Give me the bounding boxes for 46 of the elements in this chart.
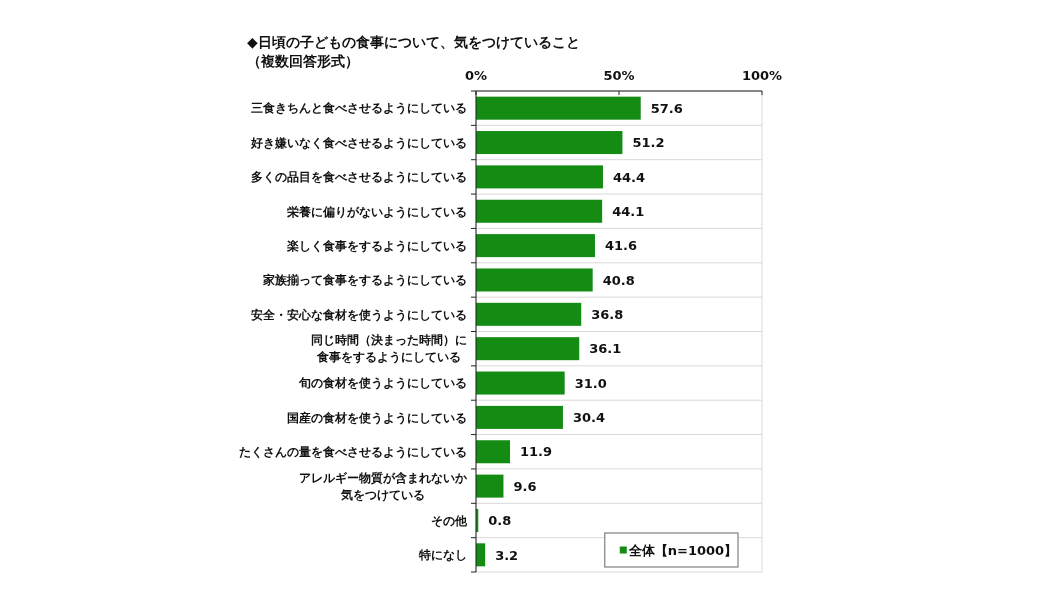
data-label: 51.2	[632, 135, 665, 151]
y-tick-label: 安全・安心な食材を使うようにしている	[251, 307, 467, 322]
data-label: 40.8	[602, 272, 635, 288]
data-label: 44.4	[612, 169, 646, 185]
y-tick-label: 楽しく食事をするようにしている	[286, 238, 467, 253]
y-tick-label: 三食きちんと食べさせるようにしている	[251, 101, 467, 116]
y-tick-label: 同じ時間（決まった時間）に食事をするようにしている	[311, 333, 467, 365]
data-label: 11.9	[520, 444, 553, 460]
y-tick-label: その他	[431, 513, 468, 528]
x-tick-label: 0%	[464, 68, 488, 83]
data-label: 36.1	[589, 341, 622, 357]
data-label: 31.0	[574, 375, 607, 391]
y-tick-label: アレルギー物質が含まれないか気をつけている	[299, 470, 468, 502]
bar	[476, 337, 580, 361]
data-label: 57.6	[650, 100, 683, 116]
y-tick-label: 特になし	[418, 548, 467, 563]
x-tick-label: 100%	[741, 68, 783, 83]
y-tick-label: 好き嫌いなく食べさせるようにしている	[250, 135, 467, 150]
data-label: 0.8	[488, 513, 512, 529]
y-tick-label: 国産の食材を使うようにしている	[287, 410, 467, 425]
data-label: 44.1	[612, 203, 645, 219]
data-label: 36.8	[591, 307, 624, 322]
bar	[476, 302, 582, 326]
data-label: 3.2	[495, 547, 519, 563]
x-tick-label: 50%	[603, 68, 635, 83]
data-label: 9.6	[513, 478, 537, 494]
data-label: 41.6	[604, 238, 638, 254]
y-tick-label: 旬の食材を使うようにしている	[298, 376, 467, 391]
text: （複数回答形式）	[247, 53, 359, 69]
bar	[476, 199, 603, 223]
y-tick-label: 家族揃って食事をするようにしている	[262, 273, 467, 288]
bar	[476, 234, 595, 258]
chart-title: ◆日頃の子どもの食事について、気をつけていること	[247, 34, 580, 50]
bar	[476, 440, 511, 464]
bar	[476, 96, 641, 120]
y-tick-label: 栄養に偏りがないようにしている	[287, 204, 467, 219]
bar	[476, 405, 563, 429]
bar	[476, 268, 593, 292]
y-tick-label: 多くの品目を食べさせるようにしている	[251, 170, 467, 185]
bar	[476, 474, 504, 498]
legend-label: 全体【n=1000】	[627, 542, 738, 558]
bar	[476, 371, 565, 395]
data-label: 30.4	[572, 410, 606, 426]
bar	[476, 165, 603, 189]
y-tick-label: たくさんの量を食べさせるようにしている	[239, 445, 467, 460]
bar	[476, 131, 623, 155]
